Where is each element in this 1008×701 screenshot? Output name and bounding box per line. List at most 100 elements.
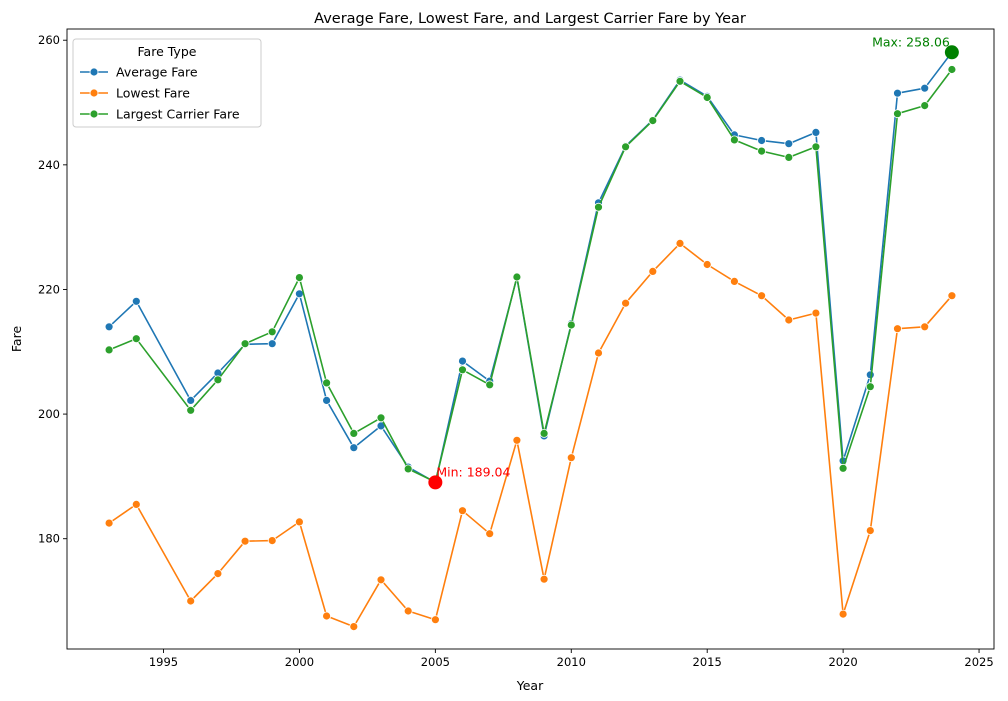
data-point (241, 340, 249, 348)
data-point (758, 292, 766, 300)
data-point (567, 321, 575, 329)
y-tick-label: 200 (38, 407, 60, 421)
data-point (513, 436, 521, 444)
data-point (404, 607, 412, 615)
data-point (812, 128, 820, 136)
data-point (758, 147, 766, 155)
data-point (459, 507, 467, 515)
x-tick-label: 2020 (828, 655, 857, 669)
y-tick-label: 240 (38, 158, 60, 172)
data-point (730, 277, 738, 285)
data-point (567, 454, 575, 462)
data-point (540, 575, 548, 583)
data-point (214, 376, 222, 384)
data-point (350, 429, 358, 437)
x-axis: 1995 2000 2005 2010 2015 2020 2025 (149, 649, 994, 669)
data-point (323, 612, 331, 620)
chart-title: Average Fare, Lowest Fare, and Largest C… (314, 11, 746, 27)
data-point (649, 267, 657, 275)
data-point (187, 597, 195, 605)
data-point (132, 297, 140, 305)
data-point (268, 340, 276, 348)
data-point (839, 610, 847, 618)
data-point (595, 349, 603, 357)
data-point (921, 84, 929, 92)
min-annotation: Min: 189.04 (436, 464, 510, 479)
x-axis-label: Year (516, 678, 544, 693)
data-point (921, 323, 929, 331)
x-tick-label: 1995 (149, 655, 178, 669)
chart: Average Fare, Lowest Fare, and Largest C… (0, 0, 1008, 701)
data-point (894, 325, 902, 333)
data-point (404, 465, 412, 473)
annotation-layer: Min: 189.04 Max: 258.06 (428, 34, 959, 489)
data-point (105, 323, 113, 331)
data-point (187, 396, 195, 404)
data-point (268, 537, 276, 545)
data-point (323, 396, 331, 404)
series-layer (105, 48, 956, 630)
data-point (295, 518, 303, 526)
legend-title: Fare Type (138, 44, 197, 59)
y-tick-label: 260 (38, 33, 60, 47)
y-axis: 180 200 220 240 260 (38, 33, 67, 545)
data-point (323, 379, 331, 387)
legend-label: Largest Carrier Fare (116, 107, 240, 122)
data-point (866, 527, 874, 535)
data-point (350, 444, 358, 452)
data-point (622, 143, 630, 151)
data-point (676, 77, 684, 85)
data-point (785, 140, 793, 148)
data-point (132, 500, 140, 508)
data-point (595, 203, 603, 211)
data-point (703, 94, 711, 102)
data-point (132, 335, 140, 343)
y-tick-label: 180 (38, 532, 60, 546)
x-tick-label: 2000 (285, 655, 314, 669)
data-point (241, 537, 249, 545)
data-point (268, 328, 276, 336)
data-point (105, 519, 113, 527)
data-point (513, 273, 521, 281)
data-point (812, 143, 820, 151)
data-point (839, 464, 847, 472)
data-point (295, 274, 303, 282)
data-point (459, 366, 467, 374)
legend-label: Average Fare (116, 65, 198, 80)
data-point (649, 117, 657, 125)
data-point (377, 414, 385, 422)
series-line-lowest-fare (109, 243, 952, 626)
legend-marker (90, 68, 98, 76)
data-point (703, 261, 711, 269)
data-point (785, 316, 793, 324)
legend-marker (90, 110, 98, 118)
x-tick-label: 2005 (421, 655, 450, 669)
data-point (431, 616, 439, 624)
data-point (676, 239, 684, 247)
data-point (730, 136, 738, 144)
legend-marker (90, 89, 98, 97)
data-point (350, 623, 358, 631)
x-tick-label: 2025 (964, 655, 993, 669)
data-point (214, 570, 222, 578)
data-point (105, 346, 113, 354)
data-point (866, 383, 874, 391)
y-axis-label: Fare (9, 326, 24, 353)
x-tick-label: 2010 (557, 655, 586, 669)
data-point (921, 102, 929, 110)
data-point (948, 292, 956, 300)
data-point (187, 406, 195, 414)
x-tick-label: 2015 (693, 655, 722, 669)
data-point (894, 110, 902, 118)
data-point (486, 381, 494, 389)
legend-label: Lowest Fare (116, 86, 190, 101)
data-point (486, 530, 494, 538)
data-point (758, 137, 766, 145)
data-point (894, 89, 902, 97)
data-point (459, 357, 467, 365)
data-point (812, 309, 820, 317)
y-tick-label: 220 (38, 282, 60, 296)
data-point (622, 299, 630, 307)
legend: Fare Type Average Fare Lowest Fare Largest… (73, 39, 261, 127)
data-point (785, 153, 793, 161)
